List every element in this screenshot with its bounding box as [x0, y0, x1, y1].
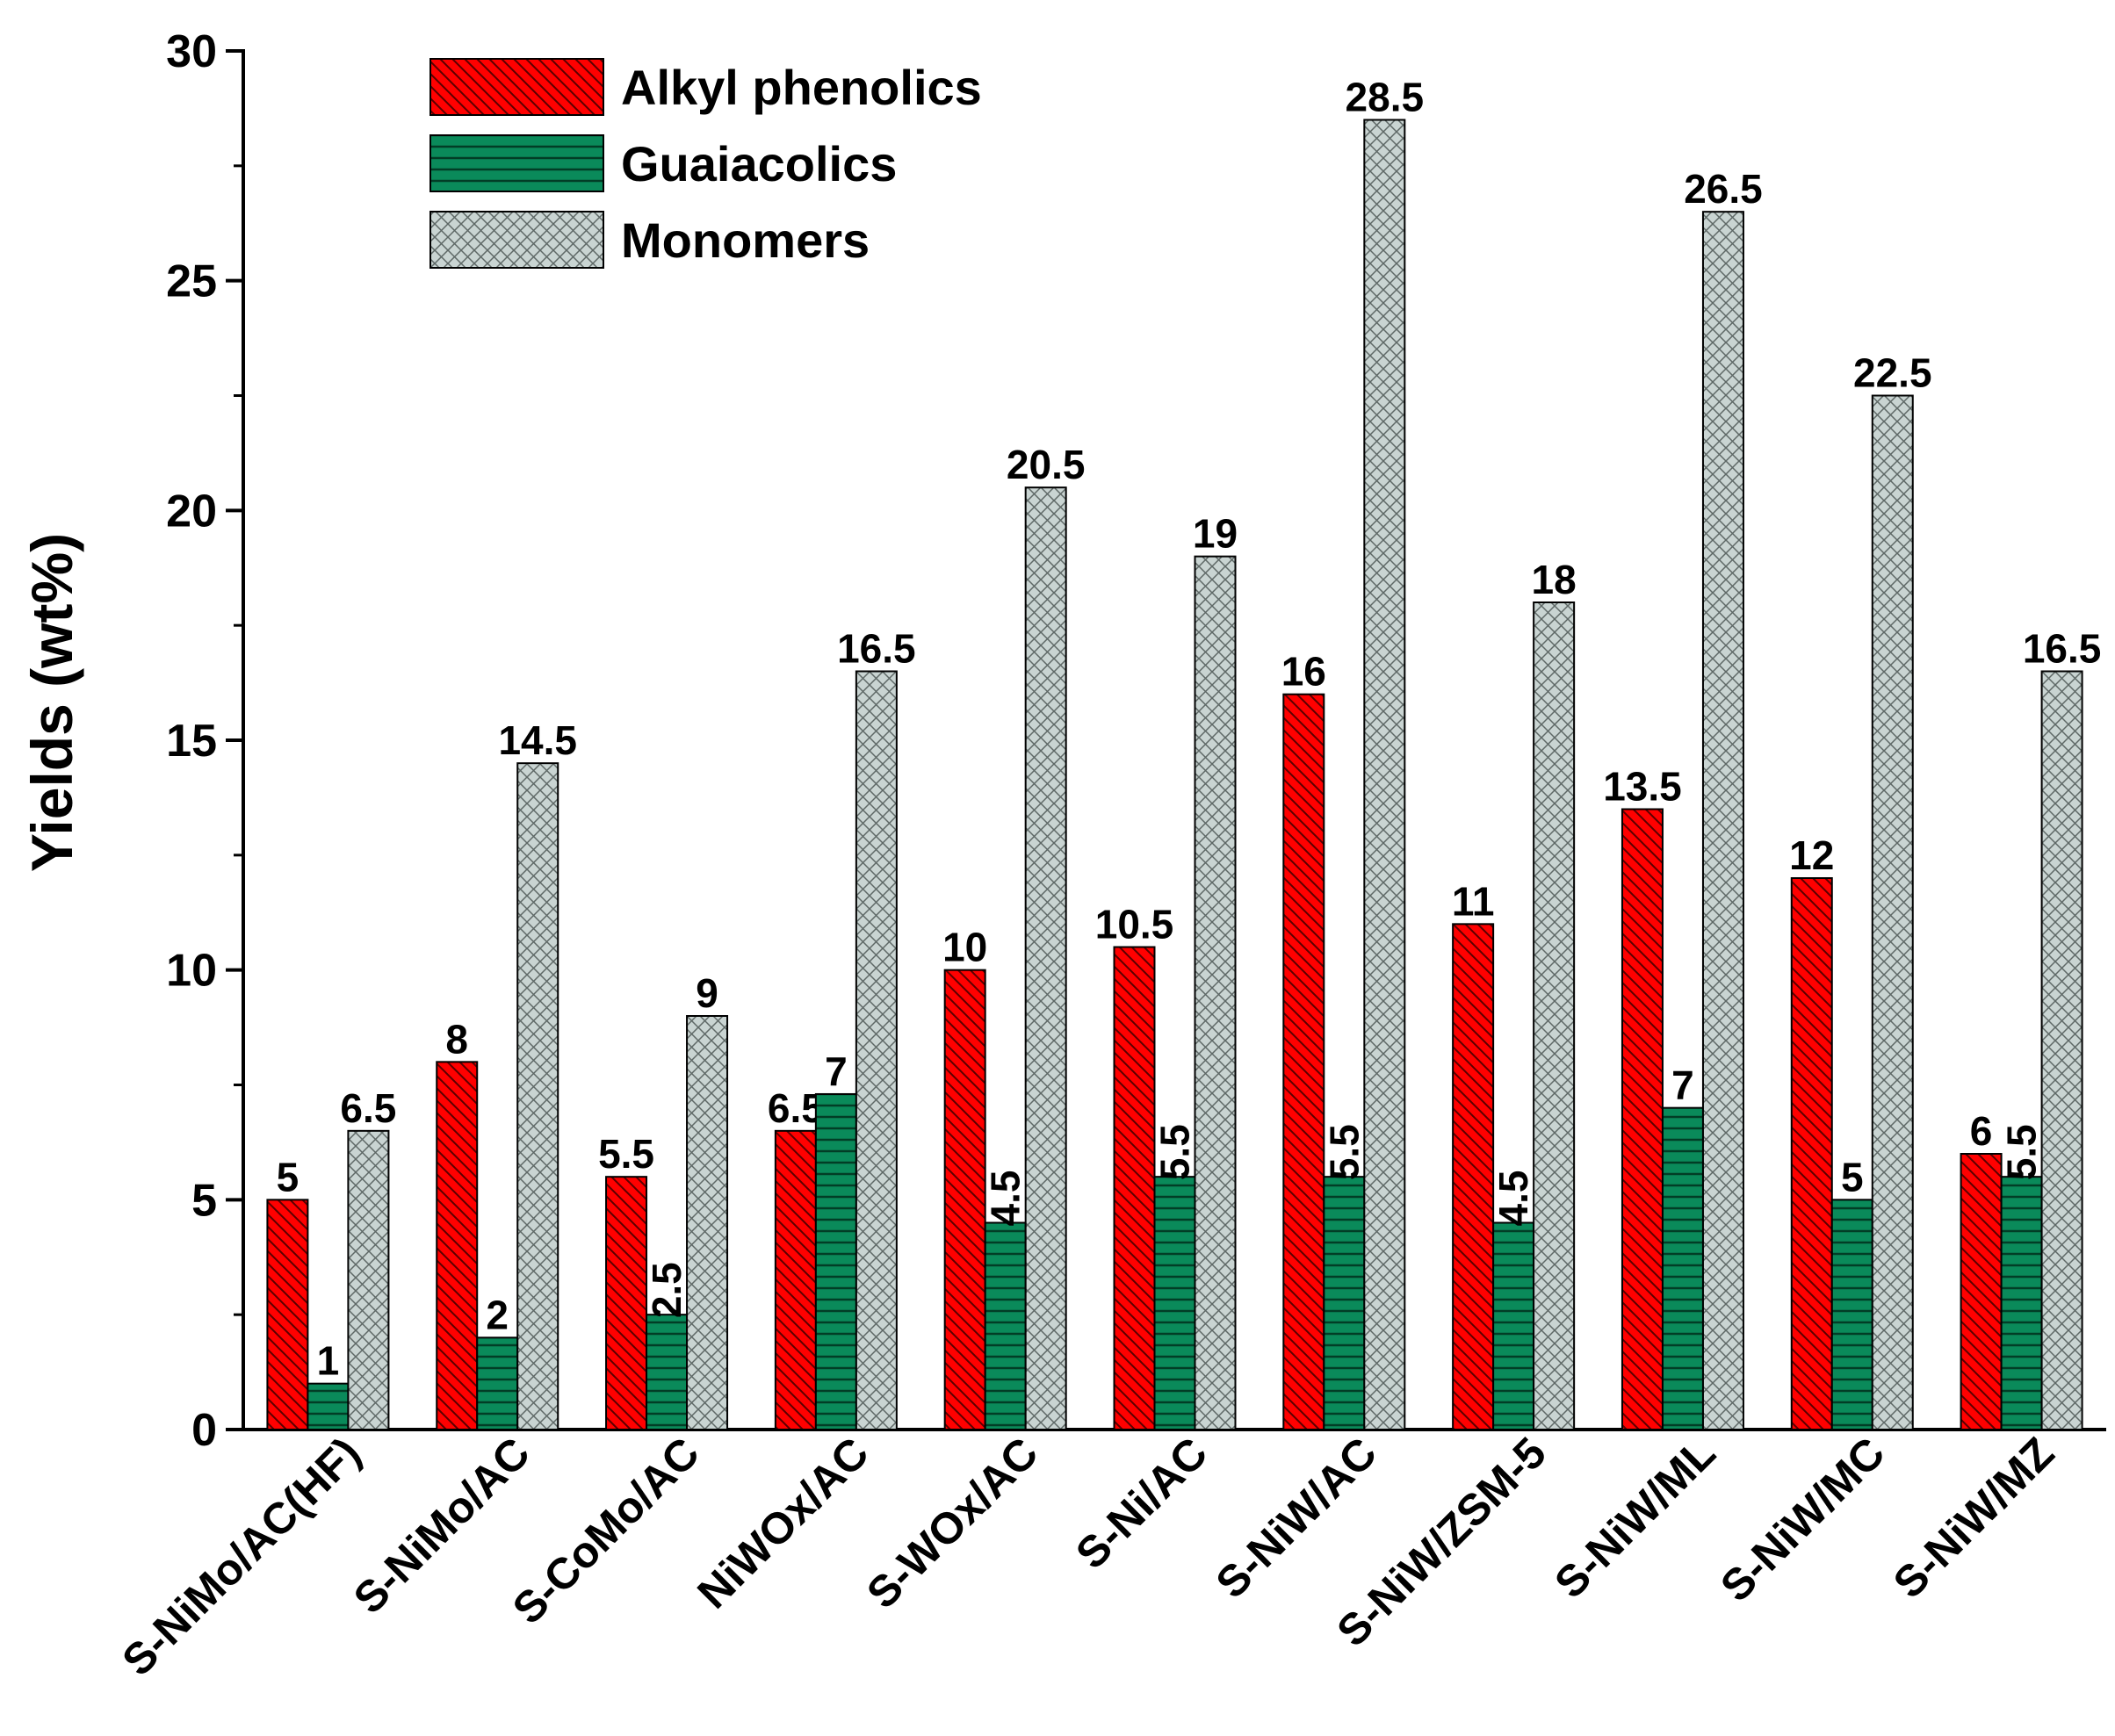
y-tick-label: 10	[166, 946, 217, 997]
data-label-monomers-s-niw-ac: 28.5	[1346, 75, 1425, 120]
data-label-guaiacolics-s-como-ac: 2.5	[644, 1262, 689, 1318]
data-label-guaiacolics-s-wox-ac: 4.5	[983, 1171, 1029, 1227]
data-label-monomers-s-ni-ac: 19	[1193, 511, 1238, 557]
y-tick-label: 15	[166, 716, 217, 767]
data-label-guaiacolics-s-niw-zsm-5: 4.5	[1491, 1171, 1536, 1227]
data-label-alkyl-phenolics-s-ni-ac: 10.5	[1095, 902, 1174, 947]
legend-label-alkyl-phenolics: Alkyl phenolics	[621, 60, 982, 115]
bar-monomers-s-nimo-ac	[516, 762, 559, 1430]
bar-monomers-s-ni-ac	[1194, 555, 1237, 1430]
legend-label-guaiacolics: Guaiacolics	[621, 136, 897, 191]
data-label-alkyl-phenolics-s-nimo-ac-hf: 5	[277, 1154, 300, 1199]
bar-alkyl-phenolics-s-niw-ml	[1621, 808, 1664, 1430]
bar-alkyl-phenolics-s-wox-ac	[943, 969, 986, 1430]
data-label-guaiacolics-niwox-ac: 7	[825, 1048, 848, 1094]
bar-monomers-s-niw-mz	[2040, 670, 2083, 1430]
y-axis-title: Yields (wt%)	[19, 533, 84, 872]
bar-alkyl-phenolics-s-niw-zsm-5	[1452, 923, 1495, 1431]
bar-alkyl-phenolics-s-ni-ac	[1113, 946, 1156, 1430]
bar-monomers-niwox-ac	[855, 670, 898, 1430]
data-label-alkyl-phenolics-s-niw-mc: 12	[1789, 832, 1834, 878]
data-label-guaiacolics-s-ni-ac: 5.5	[1152, 1124, 1198, 1180]
y-tick-label: 25	[166, 256, 217, 307]
data-label-guaiacolics-s-niw-ml: 7	[1671, 1062, 1694, 1108]
bar-guaiacolics-s-como-ac	[646, 1314, 689, 1430]
bar-guaiacolics-s-ni-ac	[1153, 1176, 1196, 1430]
bar-guaiacolics-s-nimo-ac-hf	[307, 1382, 350, 1430]
data-label-alkyl-phenolics-niwox-ac: 6.5	[768, 1085, 824, 1131]
data-label-monomers-s-niw-mz: 16.5	[2023, 626, 2102, 672]
bar-guaiacolics-s-niw-mc	[1830, 1199, 1873, 1431]
data-label-monomers-s-nimo-ac: 14.5	[498, 717, 577, 763]
bar-alkyl-phenolics-s-niw-mz	[1960, 1153, 2003, 1430]
bar-alkyl-phenolics-niwox-ac	[774, 1129, 817, 1431]
legend-label-monomers: Monomers	[621, 212, 870, 268]
data-label-monomers-s-niw-zsm-5: 18	[1532, 557, 1577, 602]
bar-monomers-s-niw-ac	[1363, 119, 1406, 1430]
legend-item-guaiacolics: Guaiacolics	[429, 134, 897, 192]
data-label-guaiacolics-s-niw-mz: 5.5	[1999, 1124, 2045, 1180]
bar-alkyl-phenolics-s-nimo-ac	[436, 1061, 479, 1431]
bar-guaiacolics-s-wox-ac	[984, 1221, 1027, 1430]
legend-item-alkyl-phenolics: Alkyl phenolics	[429, 58, 982, 116]
data-label-alkyl-phenolics-s-niw-ac: 16	[1281, 649, 1326, 695]
legend-item-monomers: Monomers	[429, 211, 870, 269]
x-category-label: S-Ni/AC	[1066, 1428, 1216, 1578]
data-label-monomers-s-niw-ml: 26.5	[1684, 166, 1763, 212]
data-label-alkyl-phenolics-s-como-ac: 5.5	[598, 1131, 654, 1177]
legend-swatch-alkyl-phenolics	[429, 58, 604, 116]
x-category-label: S-NiW/MZ	[1884, 1428, 2064, 1608]
legend-swatch-monomers	[429, 211, 604, 269]
bar-guaiacolics-s-niw-zsm-5	[1492, 1221, 1535, 1430]
x-category-label: NiWOx/AC	[688, 1428, 877, 1617]
bar-monomers-s-wox-ac	[1024, 486, 1067, 1431]
data-label-alkyl-phenolics-s-niw-ml: 13.5	[1603, 764, 1682, 810]
y-tick-label: 5	[191, 1175, 217, 1226]
data-label-monomers-niwox-ac: 16.5	[837, 626, 916, 672]
x-category-label: S-WOx/AC	[857, 1428, 1047, 1617]
data-label-guaiacolics-s-nimo-ac: 2	[486, 1292, 509, 1337]
bar-guaiacolics-s-niw-mz	[2000, 1176, 2043, 1430]
bar-monomers-s-nimo-ac-hf	[347, 1129, 390, 1431]
y-tick-label: 0	[191, 1405, 217, 1456]
bar-guaiacolics-s-niw-ml	[1661, 1106, 1704, 1430]
bar-monomers-s-como-ac	[686, 1015, 729, 1430]
x-category-label: S-NiW/ML	[1545, 1428, 1725, 1608]
bar-monomers-s-niw-ml	[1701, 211, 1744, 1431]
data-label-monomers-s-wox-ac: 20.5	[1007, 442, 1086, 487]
plot-area: 051015202530516.5S-NiMo/AC(HF)8214.5S-Ni…	[112, 26, 2106, 1685]
bar-guaiacolics-s-nimo-ac	[476, 1336, 519, 1431]
data-label-guaiacolics-s-niw-mc: 5	[1841, 1154, 1864, 1199]
data-label-monomers-s-niw-mc: 22.5	[1853, 350, 1932, 396]
bar-monomers-s-niw-mc	[1871, 394, 1914, 1430]
bar-guaiacolics-s-niw-ac	[1323, 1176, 1366, 1430]
data-label-guaiacolics-s-niw-ac: 5.5	[1321, 1124, 1367, 1180]
data-label-monomers-s-nimo-ac-hf: 6.5	[340, 1085, 396, 1131]
bar-alkyl-phenolics-s-niw-mc	[1790, 877, 1833, 1430]
data-label-guaiacolics-s-nimo-ac-hf: 1	[317, 1338, 340, 1384]
legend: Alkyl phenolics Guaiacolics Monomers	[429, 58, 982, 269]
y-tick-label: 30	[166, 26, 217, 77]
data-label-monomers-s-como-ac: 9	[696, 970, 718, 1016]
data-label-alkyl-phenolics-s-wox-ac: 10	[942, 925, 987, 970]
legend-swatch-guaiacolics	[429, 134, 604, 192]
bar-guaiacolics-niwox-ac	[814, 1092, 857, 1430]
bar-alkyl-phenolics-s-niw-ac	[1282, 693, 1325, 1430]
x-category-label: S-NiW/AC	[1207, 1428, 1387, 1608]
bar-monomers-s-niw-zsm-5	[1533, 601, 1576, 1430]
data-label-alkyl-phenolics-s-niw-mz: 6	[1970, 1108, 1993, 1154]
bar-alkyl-phenolics-s-como-ac	[605, 1176, 648, 1430]
x-category-label: S-NiW/MC	[1711, 1428, 1894, 1610]
data-label-alkyl-phenolics-s-nimo-ac: 8	[445, 1016, 468, 1062]
x-category-label: S-NiMo/AC(HF)	[112, 1428, 370, 1685]
bar-alkyl-phenolics-s-nimo-ac-hf	[266, 1199, 309, 1431]
y-tick-label: 20	[166, 486, 217, 537]
data-label-alkyl-phenolics-s-niw-zsm-5: 11	[1452, 878, 1495, 924]
